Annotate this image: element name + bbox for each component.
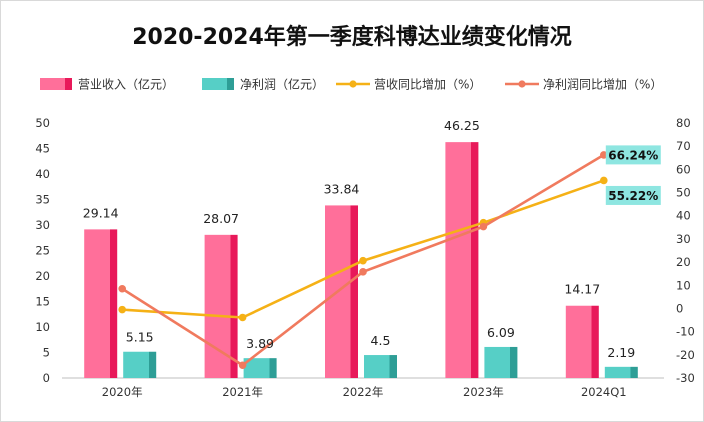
profit-growth-point [359, 268, 367, 276]
legend-swatch-marker [518, 80, 526, 88]
left-tick-label: 30 [35, 218, 50, 232]
left-tick-label: 40 [35, 167, 50, 181]
right-tick-label: -10 [676, 325, 695, 339]
right-tick-label: 80 [676, 116, 691, 130]
legend-label: 营业收入（亿元） [78, 77, 174, 92]
right-tick-label: 70 [676, 139, 691, 153]
legend-swatch-bar [40, 78, 72, 90]
category-label: 2024Q1 [581, 385, 627, 399]
revenue-bar [204, 234, 238, 378]
right-tick-label: 60 [676, 162, 691, 176]
revenue-bar [84, 229, 118, 378]
left-tick-label: 35 [35, 193, 50, 207]
profit-data-label: 4.5 [371, 333, 391, 348]
left-tick-label: 15 [35, 295, 50, 309]
profit-growth-point [238, 361, 247, 370]
left-tick-label: 45 [35, 142, 50, 156]
axes: 0 5 10 15 20 25 30 35 40 45 50 -30 -20 -10 0 10 20 30 40 50… [35, 116, 694, 399]
right-tick-label: 40 [676, 209, 691, 223]
profit-growth-point [118, 284, 126, 293]
revenue-bar [325, 205, 358, 378]
profit-growth-point [479, 222, 488, 231]
left-tick-label: 25 [35, 244, 50, 258]
legend-label: 净利润同比增加（%） [543, 78, 662, 92]
data-labels: 29.14 28.07 33.84 46.25 14.17 5.15 3.89 4.5 6.09… [83, 118, 661, 360]
revenue-data-label: 14.17 [564, 282, 600, 297]
legend-swatch-marker [349, 80, 357, 88]
profit-growth-callout: 66.24% [608, 148, 658, 162]
right-tick-label: -20 [676, 348, 695, 362]
profit-data-label: 2.19 [607, 345, 635, 360]
revenue-growth-point [600, 176, 608, 185]
revenue-data-label: 29.14 [83, 205, 119, 220]
right-tick-label: -30 [676, 371, 695, 385]
revenue-data-label: 33.84 [324, 181, 360, 196]
category-label: 2021年 [222, 385, 263, 399]
legend: 营业收入（亿元） 净利润（亿元） 营收同比增加（%） 净利润同比增加（%） [40, 77, 662, 92]
left-tick-label: 0 [43, 371, 50, 385]
left-tick-label: 5 [43, 346, 50, 360]
legend-label: 营收同比增加（%） [374, 78, 481, 92]
category-label: 2020年 [102, 385, 143, 399]
category-label: 2022年 [343, 385, 384, 399]
right-tick-label: 10 [676, 278, 691, 292]
category-label: 2023年 [463, 385, 504, 399]
revenue-growth-callout: 55.22% [608, 189, 658, 203]
profit-growth-point [600, 151, 608, 159]
right-tick-label: 0 [676, 301, 683, 315]
profit-bar [243, 358, 277, 378]
left-tick-label: 10 [35, 320, 50, 334]
left-tick-label: 20 [35, 269, 50, 283]
profit-bar [604, 366, 638, 378]
profit-data-label: 5.15 [126, 330, 154, 345]
right-tick-label: 30 [676, 232, 691, 246]
revenue-data-label: 28.07 [203, 211, 239, 226]
profit-data-label: 3.89 [246, 336, 274, 351]
revenue-growth-point [238, 313, 247, 322]
profit-growth-callout-box [605, 145, 661, 165]
revenue-growth-callout-box [605, 185, 661, 205]
right-tick-label: 50 [676, 186, 691, 200]
profit-bar [484, 346, 518, 378]
profit-data-label: 6.09 [487, 325, 515, 340]
chart-title: 2020-2024年第一季度科博达业绩变化情况 [132, 24, 572, 50]
revenue-growth-point [118, 305, 126, 314]
profit-bar [123, 351, 157, 378]
legend-label: 净利润（亿元） [240, 77, 324, 92]
right-tick-label: 20 [676, 255, 691, 269]
left-tick-label: 50 [35, 116, 50, 130]
bars [84, 142, 638, 378]
profit-bar [364, 355, 397, 378]
revenue-data-label: 46.25 [444, 118, 480, 133]
revenue-bar [445, 142, 479, 378]
legend-swatch-bar [202, 78, 234, 90]
revenue-bar [565, 305, 599, 378]
revenue-growth-point [359, 256, 367, 265]
lines [118, 151, 608, 370]
